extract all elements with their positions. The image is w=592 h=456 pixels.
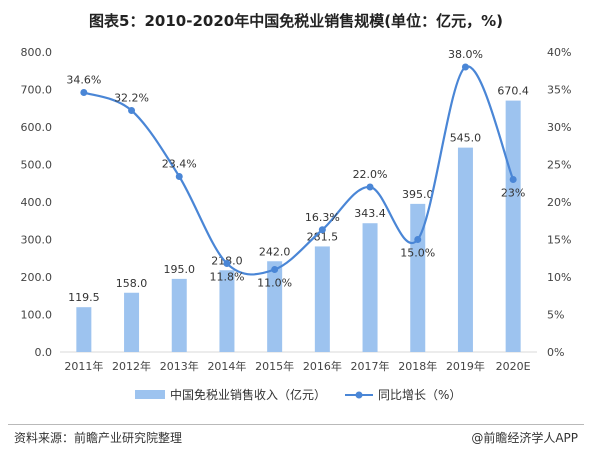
bar-value-label: 158.0 bbox=[116, 277, 148, 290]
bar bbox=[410, 203, 426, 352]
y-right-tick-label: 35% bbox=[547, 84, 571, 97]
bar bbox=[76, 307, 92, 352]
line-point bbox=[509, 176, 517, 183]
bar bbox=[362, 223, 378, 352]
legend-line-label: 同比增长（%） bbox=[378, 388, 461, 402]
line-point bbox=[223, 260, 231, 267]
y-right-tick-label: 25% bbox=[547, 159, 571, 172]
bar-value-label: 670.4 bbox=[497, 85, 529, 98]
y-right-tick-label: 10% bbox=[547, 271, 571, 284]
x-tick-label: 2014年 bbox=[207, 359, 246, 373]
bar bbox=[219, 270, 235, 352]
bar bbox=[505, 100, 521, 352]
y-left-tick-label: 600.0 bbox=[21, 121, 53, 134]
bar-value-label: 242.0 bbox=[259, 245, 291, 258]
x-tick-label: 2020E bbox=[496, 360, 531, 373]
line-value-label: 11.8% bbox=[209, 271, 244, 284]
x-tick-label: 2011年 bbox=[64, 359, 103, 373]
footer-divider bbox=[8, 424, 584, 425]
x-tick-label: 2018年 bbox=[398, 359, 437, 373]
x-tick-label: 2013年 bbox=[160, 359, 199, 373]
line-point bbox=[128, 107, 136, 114]
line-value-label: 15.0% bbox=[400, 247, 435, 260]
bar bbox=[171, 278, 187, 352]
legend-line-marker bbox=[355, 391, 363, 399]
x-tick-label: 2017年 bbox=[351, 359, 390, 373]
chart-svg: 0.0 100.0 200.0 300.0 400.0 500.0 600.0 700.0 80… bbox=[21, 46, 572, 402]
credit-note: @前瞻经济学人APP bbox=[471, 431, 578, 445]
line-value-label: 34.6% bbox=[66, 74, 101, 87]
bar-value-label: 281.5 bbox=[307, 230, 339, 243]
source-note: 资料来源：前瞻产业研究院整理 bbox=[14, 431, 183, 445]
x-tick-label: 2016年 bbox=[303, 359, 342, 373]
bar-value-label: 119.5 bbox=[68, 291, 100, 304]
x-tick-label: 2012年 bbox=[112, 359, 151, 373]
line-value-label: 22.0% bbox=[353, 168, 388, 181]
y-left-tick-label: 400.0 bbox=[21, 196, 53, 209]
bar-value-label: 195.0 bbox=[164, 263, 196, 276]
y-left-tick-label: 200.0 bbox=[21, 271, 53, 284]
line-point bbox=[271, 266, 279, 273]
y-left-tick-label: 700.0 bbox=[21, 84, 53, 97]
y-left-tick-label: 0.0 bbox=[35, 346, 53, 359]
y-right-tick-label: 40% bbox=[547, 46, 571, 59]
line-value-label: 11.0% bbox=[257, 277, 292, 290]
line-point bbox=[366, 183, 374, 191]
bar-value-label: 395.0 bbox=[402, 188, 434, 201]
line-value-label: 23% bbox=[501, 187, 525, 200]
x-tick-label: 2019年 bbox=[446, 359, 485, 373]
bar bbox=[267, 261, 283, 352]
line-point bbox=[318, 226, 326, 234]
legend-bar-label: 中国免税业销售收入（亿元） bbox=[170, 387, 326, 402]
line-point bbox=[175, 173, 183, 180]
line-point bbox=[414, 236, 422, 243]
y-left-tick-label: 500.0 bbox=[21, 159, 53, 172]
chart-title: 图表5：2010-2020年中国免税业销售规模(单位：亿元，%) bbox=[89, 12, 503, 30]
line-point bbox=[461, 63, 469, 71]
y-left-tick-label: 800.0 bbox=[21, 46, 53, 59]
y-right-tick-label: 0% bbox=[547, 346, 564, 359]
line-value-label: 23.4% bbox=[162, 158, 197, 171]
bar bbox=[457, 147, 473, 352]
y-right-tick-label: 15% bbox=[547, 234, 571, 247]
legend-bar-swatch bbox=[135, 390, 165, 399]
line-value-label: 32.2% bbox=[114, 92, 149, 105]
y-left-tick-label: 100.0 bbox=[21, 309, 53, 322]
y-left-tick-label: 300.0 bbox=[21, 234, 53, 247]
bar-value-label: 343.4 bbox=[354, 207, 386, 220]
y-right-tick-label: 20% bbox=[547, 196, 571, 209]
bar bbox=[124, 292, 140, 352]
y-right-tick-label: 5% bbox=[547, 309, 564, 322]
y-right-tick-label: 30% bbox=[547, 121, 571, 134]
line-point bbox=[80, 89, 88, 96]
line-value-label: 38.0% bbox=[448, 48, 483, 61]
line-value-label: 16.3% bbox=[305, 211, 340, 224]
bar bbox=[314, 246, 330, 352]
bar-value-label: 545.0 bbox=[450, 132, 482, 145]
x-tick-label: 2015年 bbox=[255, 359, 294, 373]
